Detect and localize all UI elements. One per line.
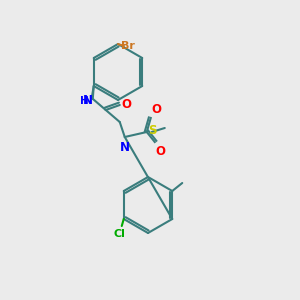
Text: O: O [152,103,162,116]
Text: Cl: Cl [114,229,126,239]
Text: H: H [80,96,89,106]
Text: Br: Br [121,41,135,51]
Text: N: N [120,141,130,154]
Text: O: O [156,145,166,158]
Text: S: S [148,124,156,137]
Text: N: N [83,94,93,107]
Text: O: O [122,98,132,112]
